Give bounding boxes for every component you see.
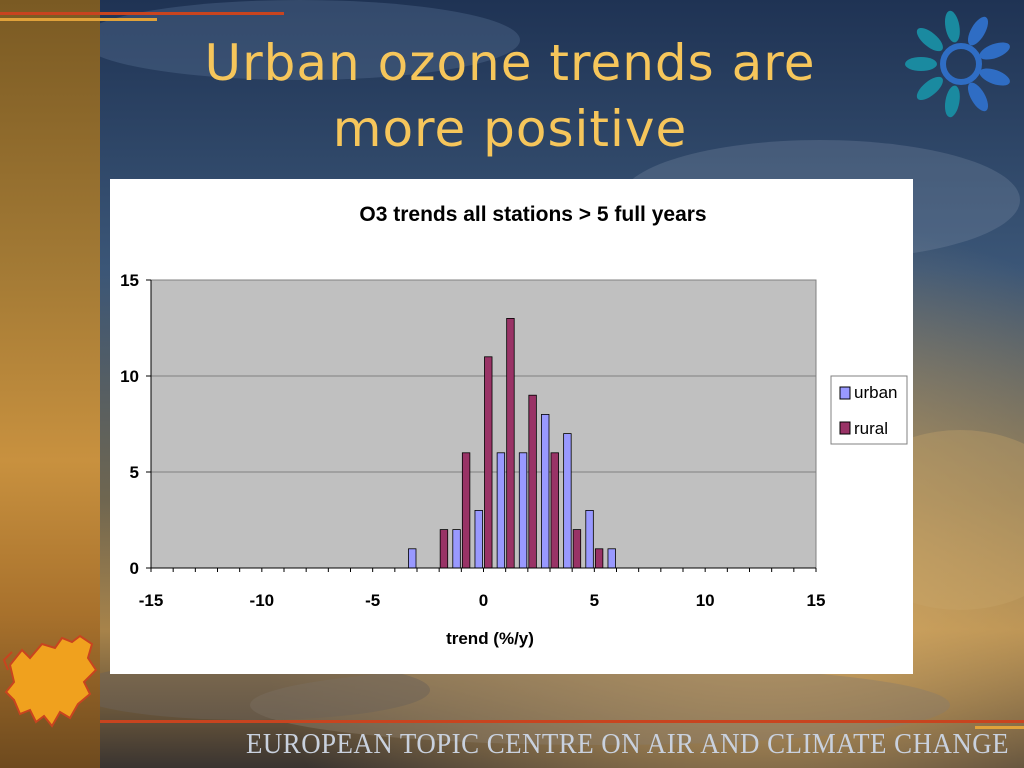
legend: urban rural	[830, 375, 908, 445]
bar-urban	[408, 548, 417, 569]
bottom-accent-line-gold	[975, 726, 1024, 729]
x-tick-label: 10	[696, 591, 715, 610]
bar-urban	[607, 548, 616, 569]
bar-urban	[563, 433, 572, 569]
histogram-chart: O3 trends all stations > 5 full years 0 5…	[120, 203, 908, 648]
bar-rural	[550, 452, 559, 569]
bar-urban	[496, 452, 506, 569]
bottom-accent-line	[100, 720, 1024, 723]
footer-organization: EUROPEAN TOPIC CENTRE ON AIR AND CLIMATE…	[246, 729, 1010, 760]
x-axis-label: trend (%/y)	[446, 629, 534, 648]
bar-rural	[572, 529, 582, 569]
bar-urban	[585, 509, 594, 569]
gridlines	[151, 375, 816, 473]
y-tick-label: 15	[120, 271, 139, 290]
bar-urban	[452, 529, 461, 569]
bar-urban	[518, 452, 528, 569]
bar-rural	[594, 548, 604, 569]
legend-swatch-rural	[839, 421, 851, 435]
y-tick-label: 10	[120, 367, 139, 386]
title-line-1: Urban ozone trends are	[204, 34, 816, 92]
y-tick-label: 5	[130, 463, 139, 482]
x-tick-label: 0	[479, 591, 488, 610]
x-tick-label: 5	[590, 591, 599, 610]
bar-rural	[506, 317, 515, 569]
bar-rural	[439, 529, 449, 569]
europe-map-icon	[2, 634, 98, 728]
x-tick-label: -15	[139, 591, 164, 610]
top-accent-line	[0, 12, 284, 15]
bar-urban	[474, 509, 483, 569]
y-tick-label: 0	[130, 559, 139, 578]
legend-swatch-urban	[839, 386, 851, 400]
bars	[408, 317, 616, 569]
legend-label-rural: rural	[854, 419, 888, 438]
bar-rural	[484, 356, 493, 569]
bar-urban	[541, 413, 550, 569]
chart-title: O3 trends all stations > 5 full years	[359, 203, 706, 226]
plot-area	[150, 279, 817, 569]
x-tick-label: 15	[807, 591, 826, 610]
axes: 0 5 10 15 -15 -10 -5 0 5 10 15	[120, 271, 825, 610]
x-tick-label: -10	[250, 591, 275, 610]
slide-title: Urban ozone trends are more positive	[110, 30, 910, 162]
bar-rural	[528, 394, 537, 569]
top-accent-line-gold	[0, 18, 157, 21]
bar-rural	[461, 452, 471, 569]
title-line-2: more positive	[332, 100, 688, 158]
eea-logo	[905, 10, 1010, 118]
legend-label-urban: urban	[854, 383, 897, 402]
chart-panel: O3 trends all stations > 5 full years 0 5…	[110, 179, 913, 674]
x-tick-label: -5	[365, 591, 380, 610]
